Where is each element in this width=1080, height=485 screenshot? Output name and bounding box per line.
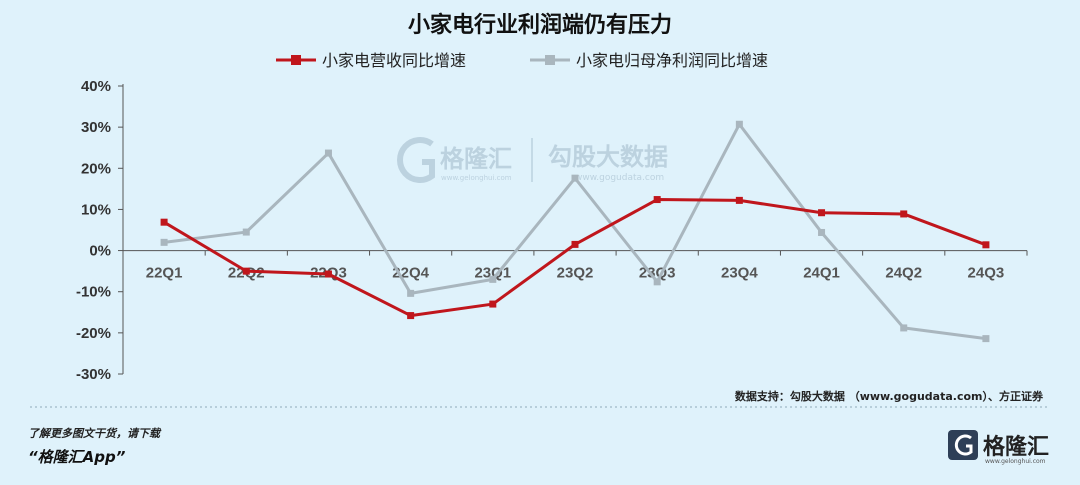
y-ticks: 40% 30% 20% 10% 0% -10% -20% -30% bbox=[76, 78, 123, 383]
data-point-0 bbox=[489, 300, 497, 308]
data-point-1 bbox=[160, 238, 168, 246]
watermark-partner-sub: www.gogudata.com bbox=[575, 173, 664, 183]
y-tick-label: -10% bbox=[76, 284, 111, 301]
x-tick-label: 24Q1 bbox=[803, 265, 840, 282]
brand-logo: 格隆汇 www.gelonghui.com bbox=[948, 430, 1049, 465]
brand-logo-icon bbox=[948, 430, 978, 460]
legend-label-profit: 小家电归母净利润同比增速 bbox=[576, 51, 768, 70]
x-tick-label: 24Q3 bbox=[968, 265, 1005, 282]
data-point-1 bbox=[324, 149, 332, 157]
series-layer bbox=[160, 120, 990, 343]
data-point-1 bbox=[242, 228, 250, 236]
data-point-0 bbox=[653, 196, 661, 204]
data-point-1 bbox=[982, 335, 990, 343]
footer-line1: 了解更多图文干货，请下载 bbox=[28, 427, 162, 440]
series-line-0 bbox=[163, 198, 987, 318]
y-tick-label: 30% bbox=[81, 119, 111, 136]
y-tick-label: 10% bbox=[81, 201, 111, 218]
brand-logo-text: 格隆汇 bbox=[983, 434, 1049, 460]
x-tick-label: 23Q2 bbox=[557, 265, 594, 282]
x-tick-label: 24Q2 bbox=[885, 265, 922, 282]
data-point-0 bbox=[571, 240, 579, 248]
brand-logo-sub: www.gelonghui.com bbox=[985, 458, 1046, 465]
legend-marker-profit bbox=[545, 55, 555, 65]
source-note: 数据支持：勾股大数据 （www.gogudata.com）、方正证券 bbox=[735, 389, 1044, 403]
data-point-0 bbox=[982, 241, 990, 249]
watermark-partner: 勾股大数据 bbox=[548, 143, 668, 171]
chart-title: 小家电行业利润端仍有压力 bbox=[408, 12, 672, 38]
watermark-brand: 格隆汇 bbox=[440, 145, 512, 173]
data-point-1 bbox=[900, 324, 908, 332]
footer-line2: “格隆汇App” bbox=[28, 448, 126, 466]
legend-marker-revenue bbox=[291, 55, 301, 65]
data-point-0 bbox=[735, 196, 743, 204]
data-point-1 bbox=[407, 289, 415, 297]
data-point-0 bbox=[160, 218, 168, 226]
y-tick-label: 40% bbox=[81, 78, 111, 95]
y-tick-label: -20% bbox=[76, 325, 111, 342]
data-point-0 bbox=[407, 312, 415, 320]
data-point-0 bbox=[242, 267, 250, 275]
watermark-brand-sub: www.gelonghui.com bbox=[441, 174, 512, 182]
data-point-1 bbox=[489, 275, 497, 283]
y-tick-label: 0% bbox=[89, 243, 111, 260]
x-tick-label: 23Q4 bbox=[721, 265, 758, 282]
y-tick-label: -30% bbox=[76, 366, 111, 383]
y-tick-label: 20% bbox=[81, 160, 111, 177]
legend: 小家电营收同比增速 小家电归母净利润同比增速 bbox=[276, 51, 768, 70]
data-point-1 bbox=[571, 174, 579, 182]
data-point-0 bbox=[900, 210, 908, 218]
data-point-1 bbox=[735, 120, 743, 128]
watermark-logo-icon bbox=[397, 137, 435, 183]
x-tick-label: 22Q1 bbox=[146, 265, 183, 282]
legend-label-revenue: 小家电营收同比增速 bbox=[322, 51, 466, 70]
data-point-1 bbox=[653, 278, 661, 286]
watermark: 格隆汇 www.gelonghui.com 勾股大数据 www.gogudata… bbox=[397, 137, 668, 183]
data-point-0 bbox=[818, 209, 826, 217]
data-point-0 bbox=[324, 270, 332, 278]
data-point-1 bbox=[818, 228, 826, 236]
x-labels: 22Q122Q222Q322Q423Q123Q223Q323Q424Q124Q2… bbox=[146, 250, 1028, 282]
